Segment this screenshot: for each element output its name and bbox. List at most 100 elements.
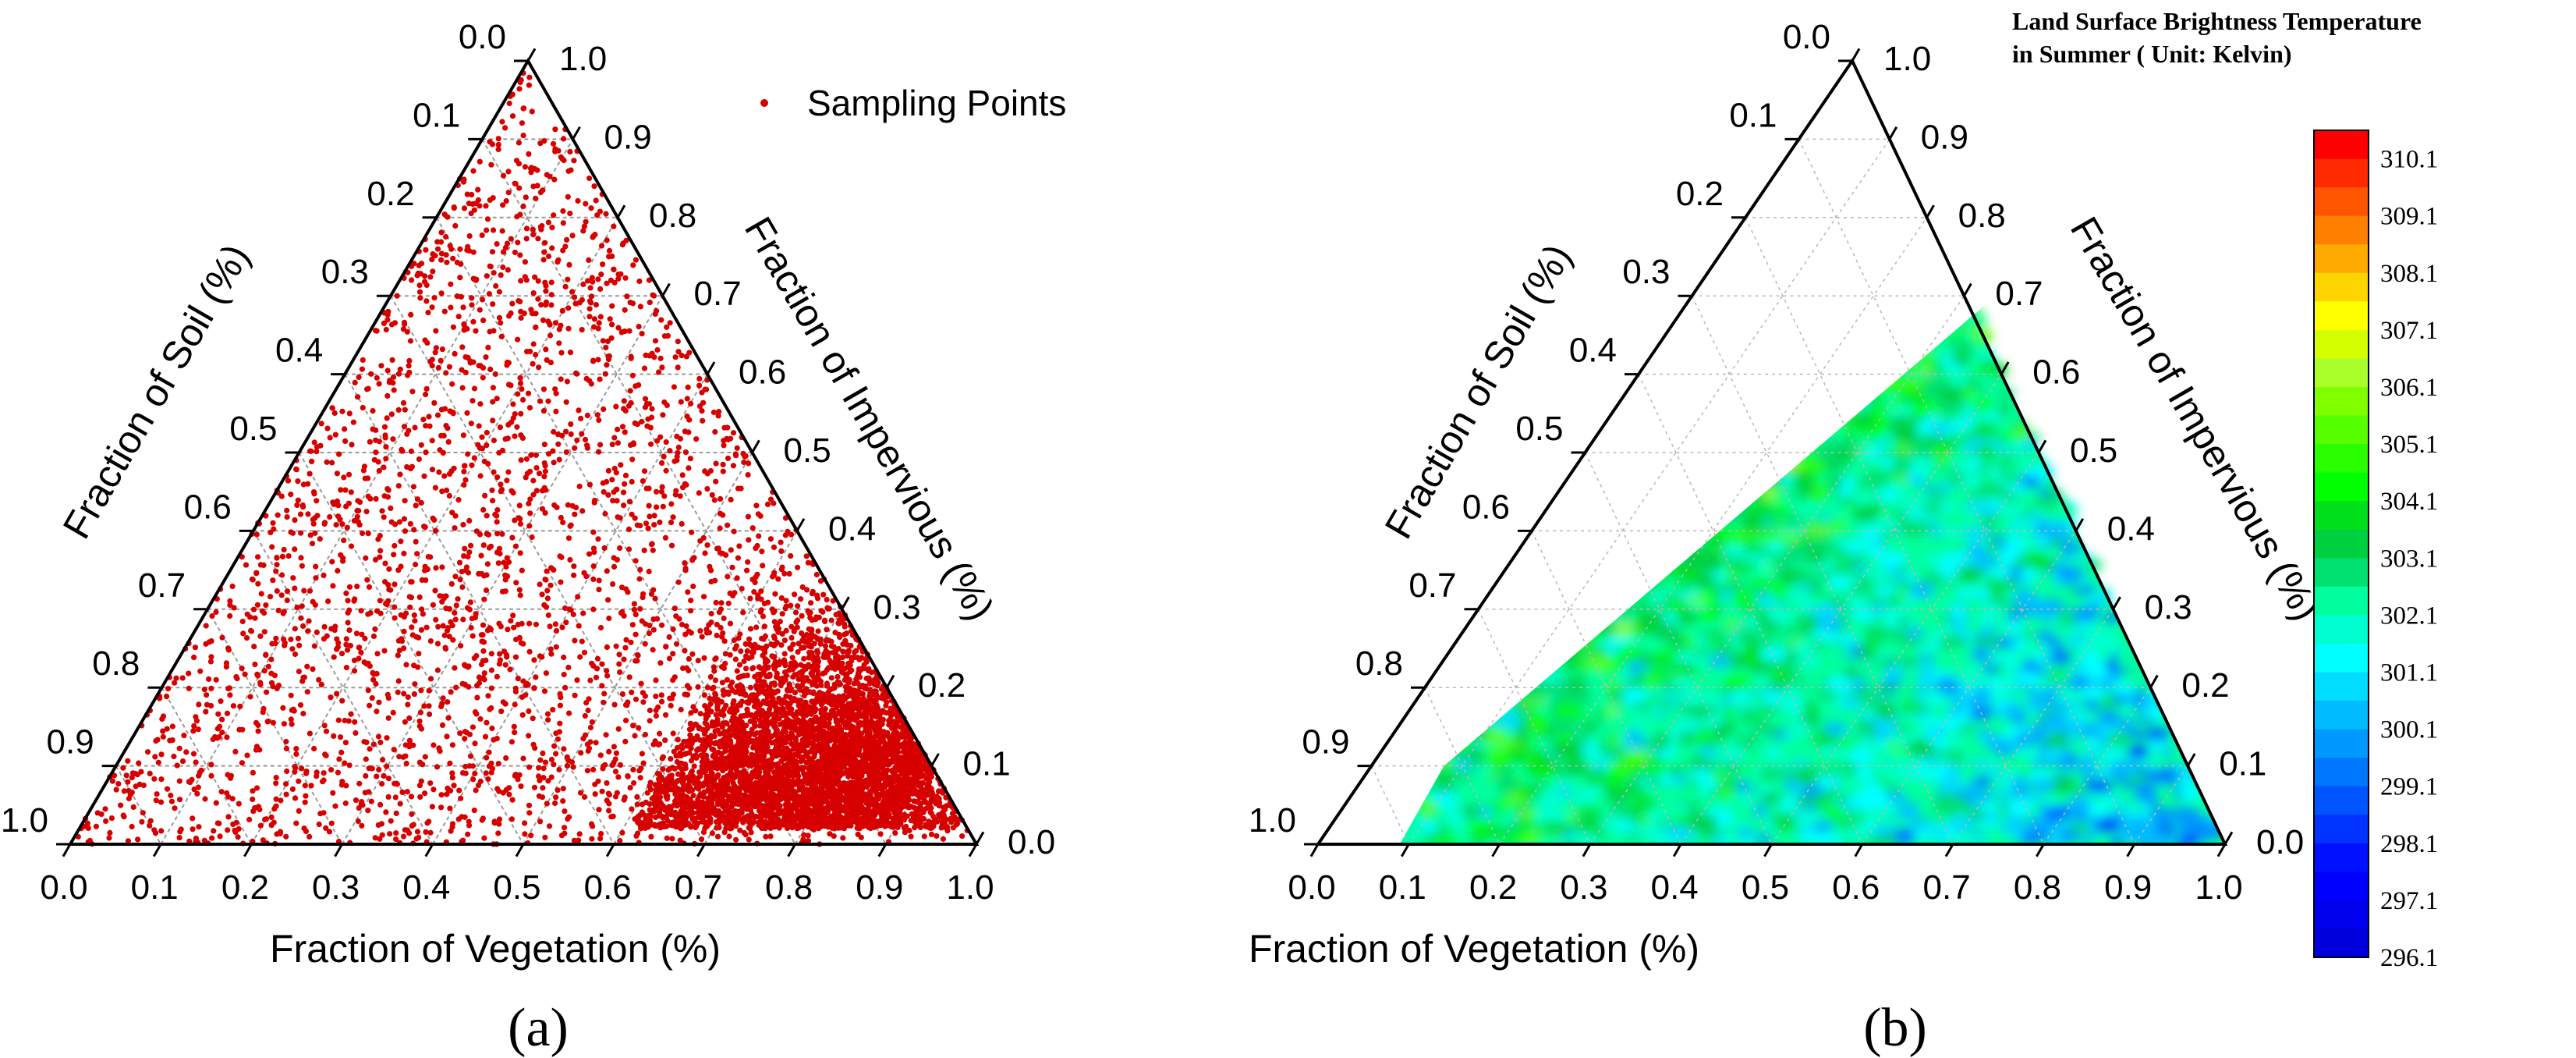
sampling-point bbox=[902, 829, 908, 836]
sampling-point bbox=[358, 608, 364, 614]
sampling-point bbox=[279, 553, 285, 560]
sampling-point bbox=[686, 750, 693, 756]
sampling-point bbox=[342, 438, 349, 445]
sampling-point bbox=[702, 550, 708, 556]
sampling-point bbox=[257, 822, 264, 829]
sampling-point bbox=[363, 772, 369, 779]
sampling-point bbox=[352, 719, 358, 725]
sampling-point bbox=[253, 531, 260, 538]
sampling-point bbox=[673, 613, 679, 620]
sampling-point bbox=[719, 680, 726, 686]
sampling-point bbox=[721, 615, 727, 622]
sampling-point bbox=[555, 736, 562, 742]
sampling-point bbox=[473, 328, 479, 334]
sampling-point bbox=[302, 783, 308, 789]
sampling-point bbox=[562, 808, 568, 815]
sampling-point bbox=[679, 745, 686, 751]
sampling-point bbox=[721, 638, 728, 644]
sampling-point bbox=[412, 681, 418, 687]
sampling-point bbox=[261, 668, 268, 674]
sampling-point bbox=[667, 448, 673, 454]
sampling-point bbox=[342, 717, 348, 724]
sampling-point bbox=[606, 615, 612, 622]
sampling-point bbox=[695, 797, 701, 803]
sampling-point bbox=[208, 772, 214, 779]
sampling-point bbox=[611, 435, 618, 441]
sampling-point bbox=[418, 442, 424, 448]
sampling-point bbox=[703, 715, 709, 722]
sampling-point bbox=[646, 485, 652, 492]
sampling-point bbox=[339, 521, 345, 527]
sampling-point bbox=[738, 673, 744, 680]
sampling-point bbox=[833, 703, 839, 710]
sampling-point bbox=[604, 673, 611, 679]
sampling-point bbox=[334, 470, 340, 477]
sampling-point bbox=[318, 681, 324, 688]
sampling-point bbox=[614, 790, 621, 796]
sampling-point bbox=[384, 763, 390, 769]
sampling-point bbox=[461, 553, 467, 559]
sampling-point bbox=[544, 595, 551, 602]
sampling-point bbox=[747, 684, 754, 691]
sampling-point bbox=[213, 800, 219, 806]
sampling-point bbox=[611, 465, 618, 472]
sampling-point bbox=[153, 738, 159, 744]
sampling-point bbox=[779, 743, 785, 749]
sampling-point bbox=[293, 751, 299, 758]
sampling-point bbox=[232, 827, 238, 833]
sampling-point bbox=[654, 346, 661, 353]
sampling-point bbox=[427, 423, 433, 429]
sampling-point bbox=[423, 449, 429, 456]
sampling-point bbox=[710, 409, 718, 416]
sampling-point bbox=[268, 814, 275, 820]
sampling-point bbox=[550, 140, 557, 147]
sampling-point bbox=[527, 510, 533, 517]
sampling-point bbox=[377, 836, 383, 842]
sampling-point bbox=[626, 674, 632, 680]
sampling-point bbox=[725, 811, 732, 818]
sampling-point bbox=[661, 493, 668, 499]
sampling-point bbox=[630, 441, 637, 447]
sampling-point bbox=[559, 624, 565, 630]
sampling-point bbox=[705, 795, 711, 801]
sampling-point bbox=[840, 835, 846, 841]
sampling-point bbox=[632, 631, 639, 637]
sampling-point bbox=[330, 790, 336, 796]
sampling-point bbox=[746, 836, 752, 843]
sampling-point bbox=[588, 381, 595, 387]
sampling-point bbox=[464, 191, 470, 197]
sampling-point bbox=[490, 227, 497, 233]
sampling-point bbox=[253, 747, 260, 753]
sampling-point bbox=[324, 459, 330, 465]
sampling-point bbox=[798, 596, 804, 602]
sampling-point bbox=[269, 544, 275, 550]
sampling-point bbox=[709, 685, 715, 692]
sampling-point bbox=[717, 525, 723, 531]
sampling-point bbox=[660, 412, 666, 418]
sampling-point bbox=[393, 780, 399, 786]
sampling-point bbox=[522, 820, 528, 826]
sampling-point bbox=[636, 278, 643, 285]
sampling-point bbox=[523, 456, 530, 462]
sampling-point bbox=[670, 626, 676, 633]
sampling-point bbox=[923, 799, 929, 806]
sampling-point bbox=[697, 711, 703, 717]
sampling-point bbox=[423, 385, 430, 392]
sampling-point bbox=[833, 612, 839, 618]
sampling-point bbox=[555, 441, 562, 447]
sampling-point bbox=[672, 784, 679, 790]
sampling-point bbox=[302, 799, 308, 805]
sampling-point bbox=[445, 715, 452, 721]
sampling-point bbox=[742, 453, 749, 460]
sampling-point bbox=[397, 801, 403, 807]
sampling-point bbox=[541, 249, 547, 255]
sampling-point bbox=[595, 325, 601, 332]
sampling-point bbox=[490, 399, 496, 405]
sampling-point bbox=[677, 493, 683, 499]
sampling-point bbox=[331, 733, 337, 740]
sampling-point bbox=[372, 626, 378, 632]
sampling-point bbox=[498, 320, 504, 326]
sampling-point bbox=[674, 641, 680, 647]
gridline bbox=[160, 138, 574, 845]
sampling-point bbox=[418, 726, 425, 732]
